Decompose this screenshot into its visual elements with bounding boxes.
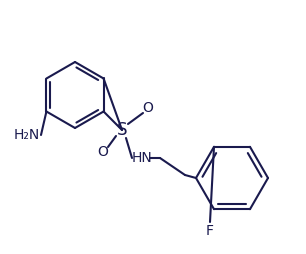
Text: H₂N: H₂N	[14, 128, 40, 142]
Text: HN: HN	[132, 151, 153, 165]
Text: F: F	[206, 224, 214, 238]
Text: S: S	[117, 121, 127, 139]
Text: O: O	[98, 145, 108, 159]
Text: O: O	[143, 101, 153, 115]
